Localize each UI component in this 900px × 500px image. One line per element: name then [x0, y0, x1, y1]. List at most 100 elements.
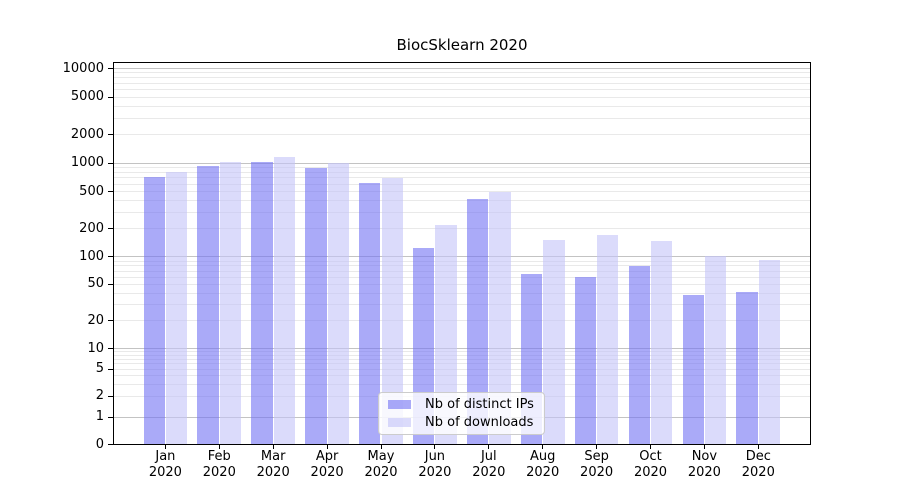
gridline-minor [114, 167, 810, 169]
y-tick-mark [107, 134, 113, 136]
bar-distinct-ips-2 [251, 162, 273, 445]
gridline-major [114, 256, 810, 258]
y-tick-label: 100 [79, 248, 104, 264]
legend-label-downloads: Nb of downloads [425, 415, 534, 431]
y-tick-label: 20 [87, 312, 104, 328]
gridline-minor [114, 200, 810, 202]
gridline-minor [114, 375, 810, 377]
gridline-minor [114, 77, 810, 79]
gridline-minor [114, 105, 810, 107]
x-tick-mark [272, 444, 274, 449]
x-tick-label: Feb 2020 [202, 449, 236, 480]
bar-distinct-ips-8 [574, 277, 597, 445]
legend-swatch-distinct-ips [388, 399, 411, 409]
x-tick-mark [434, 444, 436, 449]
bar-downloads-6 [489, 191, 511, 445]
legend-item-downloads: Nb of downloads [388, 415, 535, 432]
gridline-minor [114, 283, 810, 285]
gridline-minor [114, 265, 810, 267]
y-tick-label: 10 [87, 340, 104, 356]
x-tick-mark [596, 444, 598, 449]
x-tick-label: Jul 2020 [472, 449, 506, 480]
bar-distinct-ips-4 [359, 183, 381, 445]
x-tick-mark [542, 444, 544, 449]
y-tick-mark [107, 416, 113, 418]
y-tick-label: 5 [95, 361, 104, 377]
bar-distinct-ips-11 [736, 292, 758, 445]
bar-downloads-3 [327, 162, 349, 445]
y-tick-label: 5000 [70, 89, 104, 105]
x-tick-label: May 2020 [364, 449, 398, 480]
gridline-minor [114, 228, 810, 230]
gridline-minor [114, 183, 810, 185]
bar-distinct-ips-1 [197, 165, 219, 445]
gridline-minor [114, 354, 810, 356]
y-tick-mark [107, 256, 113, 258]
y-tick-mark [107, 228, 113, 230]
gridline-minor [114, 191, 810, 193]
x-tick-label: Jun 2020 [418, 449, 452, 480]
gridline-major [114, 162, 810, 164]
x-tick-mark [757, 444, 759, 449]
bar-downloads-11 [758, 260, 781, 445]
bar-distinct-ips-0 [143, 177, 165, 445]
y-tick-label: 10000 [62, 60, 104, 76]
gridline-minor [114, 177, 810, 179]
gridline-minor [114, 89, 810, 91]
gridline-minor [114, 358, 810, 360]
y-tick-mark [107, 348, 113, 349]
y-tick-label: 2 [95, 388, 104, 404]
y-tick-mark [107, 283, 113, 285]
x-tick-mark [650, 444, 651, 449]
x-tick-label: Sep 2020 [580, 449, 614, 480]
y-tick-mark [107, 395, 113, 397]
y-tick-mark [107, 68, 113, 69]
gridline-minor [114, 304, 810, 306]
y-tick-mark [107, 320, 113, 322]
y-tick-mark [107, 368, 113, 370]
bar-downloads-8 [597, 235, 619, 445]
gridline-minor [114, 96, 810, 98]
y-tick-mark [107, 191, 113, 193]
x-tick-mark [164, 444, 166, 449]
bar-distinct-ips-10 [682, 295, 704, 445]
x-tick-mark [703, 444, 705, 449]
gridline-minor [114, 383, 810, 385]
x-tick-mark [326, 444, 328, 449]
bar-downloads-5 [435, 224, 457, 445]
y-tick-label: 500 [79, 183, 104, 199]
gridline-minor [114, 82, 810, 84]
x-tick-label: Dec 2020 [741, 449, 775, 480]
bar-downloads-7 [543, 239, 565, 445]
y-tick-label: 1 [95, 409, 104, 424]
y-tick-mark [107, 162, 113, 164]
gridline-minor [114, 276, 810, 278]
x-tick-label: Jan 2020 [148, 449, 182, 480]
bar-downloads-10 [704, 256, 727, 445]
bar-downloads-2 [273, 157, 296, 445]
gridline-minor [114, 363, 810, 365]
bar-downloads-4 [381, 178, 403, 445]
x-tick-label: Aug 2020 [526, 449, 560, 480]
y-tick-label: 2000 [70, 126, 104, 142]
x-tick-label: Nov 2020 [687, 449, 721, 480]
x-tick-mark [218, 444, 220, 449]
bar-distinct-ips-9 [628, 265, 650, 445]
y-tick-mark [107, 444, 113, 445]
gridline-minor [114, 320, 810, 322]
gridline-minor [114, 260, 810, 262]
legend-label-distinct-ips: Nb of distinct IPs [425, 396, 534, 412]
y-tick-mark [107, 96, 113, 98]
bar-downloads-0 [165, 171, 188, 445]
gridline-minor [114, 270, 810, 272]
x-tick-mark [488, 444, 490, 449]
legend-swatch-downloads [388, 418, 411, 428]
gridline-minor [114, 171, 810, 173]
gridline-minor [114, 292, 810, 294]
gridline-minor [114, 72, 810, 74]
legend: Nb of distinct IPs Nb of downloads [378, 392, 545, 435]
bar-downloads-1 [219, 161, 242, 445]
gridline-minor [114, 351, 810, 353]
gridline-minor [114, 117, 810, 119]
